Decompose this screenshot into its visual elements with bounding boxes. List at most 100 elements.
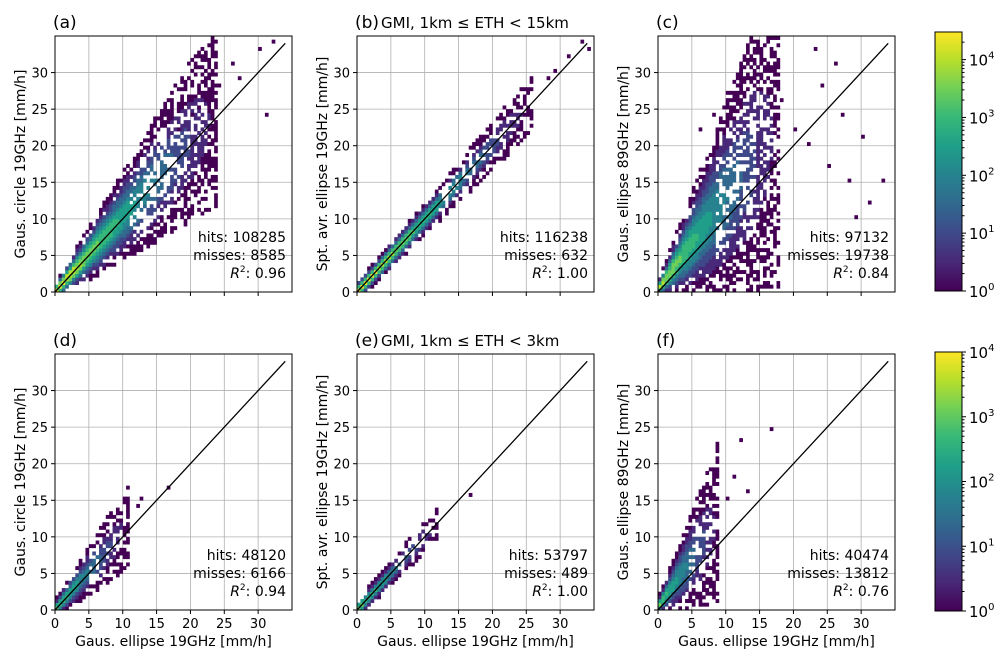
heatmap-cell [691, 266, 696, 271]
heatmap-cell [122, 251, 127, 256]
heatmap-cell [193, 54, 198, 59]
heatmap-cell [404, 566, 409, 571]
heatmap-cell [55, 602, 59, 607]
heatmap-cell [200, 182, 205, 187]
heatmap-cell [688, 540, 693, 545]
y-tick-label: 5 [342, 249, 350, 264]
heatmap-cell [674, 573, 679, 578]
heatmap-cell [820, 83, 825, 88]
heatmap-cell [193, 72, 198, 77]
heatmap-cell [718, 153, 723, 157]
heatmap-cell [78, 595, 83, 600]
heatmap-cell [715, 555, 720, 560]
heatmap-cell [671, 270, 676, 275]
heatmap-cell [759, 171, 764, 176]
heatmap-cell [756, 164, 760, 168]
heatmap-cell [712, 204, 716, 209]
heatmap-cell [691, 185, 696, 190]
heatmap-cell [715, 529, 720, 534]
heatmap-cell [183, 200, 188, 205]
heatmap-cell [766, 284, 771, 289]
heatmap-cell [99, 215, 103, 220]
heatmap-cell [698, 511, 703, 516]
heatmap-cell [773, 72, 777, 77]
heatmap-cell [698, 226, 703, 231]
heatmap-cell [691, 540, 696, 545]
heatmap-cell [695, 281, 699, 285]
heatmap-cell [702, 244, 706, 249]
heatmap-cell [678, 606, 682, 610]
heatmap-cell [681, 533, 686, 538]
heatmap-cell [695, 262, 699, 267]
heatmap-cell [421, 233, 426, 238]
heatmap-cell [729, 182, 733, 187]
heatmap-cells [658, 36, 886, 292]
heatmap-cell [112, 240, 117, 245]
heatmap-cell [170, 174, 174, 179]
heatmap-cell [75, 595, 79, 600]
heatmap-cell [742, 171, 747, 176]
heatmap-cell [708, 196, 713, 201]
heatmap-cell [190, 68, 195, 73]
heatmap-cell [132, 222, 137, 227]
heatmap-cell [742, 240, 747, 245]
heatmap-cell [146, 185, 151, 190]
y-tick-label: 10 [634, 213, 651, 228]
heatmap-cell [722, 134, 727, 139]
heatmap-cell [200, 134, 205, 139]
heatmap-cell [129, 237, 134, 242]
heatmap-cell [207, 98, 212, 103]
heatmap-cell [136, 244, 140, 249]
heatmap-cell [126, 196, 130, 201]
heatmap-cell [373, 591, 378, 596]
heatmap-cell [746, 109, 750, 114]
heatmap-cell [712, 584, 716, 589]
heatmap-cell [718, 167, 723, 172]
heatmap-cell [705, 525, 710, 530]
heatmap-cell [749, 248, 754, 253]
heatmap-cell [193, 101, 198, 106]
heatmap-cell [210, 112, 215, 117]
heatmap-cell [769, 427, 774, 432]
heatmap-cell [766, 174, 771, 179]
heatmap-cell [587, 46, 591, 51]
heatmap-cell [119, 518, 124, 523]
heatmap-cell [695, 193, 699, 198]
heatmap-cell [203, 57, 208, 62]
heatmap-cell [264, 112, 269, 117]
heatmap-cell [674, 259, 679, 264]
heatmap-cell [115, 200, 120, 205]
heatmap-cell [695, 237, 699, 242]
heatmap-cell [394, 255, 398, 260]
heatmap-cell [756, 145, 760, 150]
heatmap-cell [735, 83, 740, 88]
heatmap-cell [183, 211, 188, 216]
y-tick-label: 20 [31, 140, 48, 155]
heatmap-cell [180, 87, 184, 92]
heatmap-cell [695, 595, 699, 600]
heatmap-cell [404, 558, 409, 563]
heatmap-cell [88, 240, 93, 245]
heatmap-cell [88, 248, 93, 253]
heatmap-cell [136, 185, 140, 190]
heatmap-cell [702, 492, 706, 497]
heatmap-cell [762, 273, 767, 278]
heatmap-cell [756, 160, 760, 165]
heatmap-cell [526, 131, 530, 136]
heatmap-cell [729, 222, 733, 227]
heatmap-cell [149, 123, 154, 128]
heatmap-cell [752, 244, 757, 249]
heatmap-cell [122, 200, 127, 205]
heatmap-cell [401, 237, 405, 242]
heatmap-cell [725, 185, 730, 190]
heatmap-cell [105, 580, 110, 585]
heatmap-cell [153, 196, 157, 201]
heatmap-cell [505, 112, 510, 117]
heatmap-cell [126, 185, 130, 190]
heatmap-cell [752, 39, 757, 44]
heatmap-cell [95, 233, 100, 238]
heatmap-cell [407, 547, 412, 552]
heatmap-cell [705, 251, 710, 256]
heatmap-cell [99, 244, 103, 249]
heatmap-cell [762, 281, 767, 285]
